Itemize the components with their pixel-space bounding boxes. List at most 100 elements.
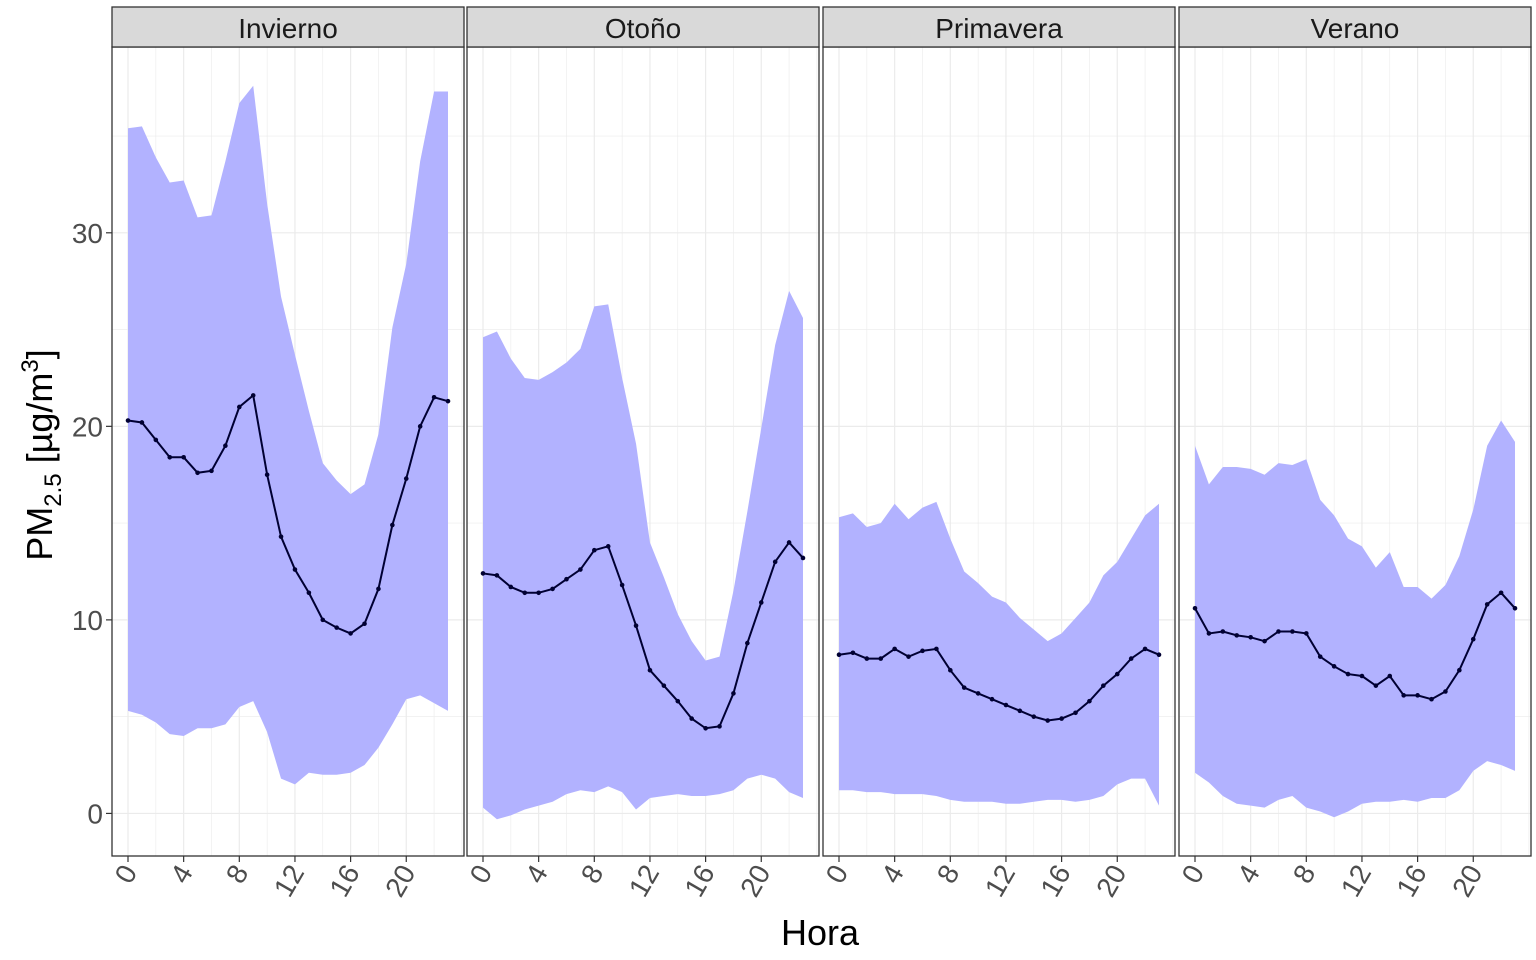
- mean-point: [578, 567, 583, 572]
- mean-point: [906, 654, 911, 659]
- confidence-band: [128, 85, 448, 785]
- panel-verano: Verano: [1178, 6, 1532, 857]
- mean-point: [1142, 646, 1148, 652]
- panel-invierno: Invierno: [111, 6, 465, 857]
- mean-point: [445, 398, 451, 404]
- mean-point: [334, 625, 339, 630]
- y-axis-title-subscript: 2.5: [40, 473, 67, 506]
- strip-oto-o: [466, 6, 820, 48]
- mean-point: [758, 600, 764, 605]
- mean-point: [989, 696, 995, 702]
- mean-point: [1206, 631, 1212, 636]
- mean-point: [306, 590, 312, 596]
- mean-point: [1317, 654, 1323, 659]
- confidence-band: [483, 290, 803, 820]
- panel-plot-area: [112, 47, 464, 856]
- mean-point: [550, 586, 555, 592]
- mean-point: [181, 455, 186, 460]
- mean-point: [237, 404, 242, 410]
- mean-point: [1484, 602, 1490, 607]
- y-tick-label: 20: [72, 411, 103, 442]
- mean-point: [1304, 631, 1309, 636]
- mean-point: [717, 724, 722, 729]
- mean-point: [836, 652, 842, 658]
- mean-point: [745, 640, 750, 646]
- strip-invierno: [111, 6, 465, 48]
- mean-point: [1003, 702, 1009, 708]
- mean-point: [1073, 710, 1078, 716]
- mean-point: [1031, 714, 1037, 719]
- mean-point: [647, 667, 653, 673]
- mean-point: [153, 437, 159, 443]
- y-axis: 0 10 20 30: [72, 218, 112, 829]
- mean-point: [1512, 605, 1518, 611]
- mean-point: [920, 648, 925, 654]
- y-tick-label: 10: [72, 605, 103, 636]
- mean-point: [1331, 664, 1337, 669]
- y-axis-title-main: PM: [19, 507, 60, 561]
- mean-point: [1114, 671, 1120, 677]
- mean-point: [522, 590, 528, 596]
- y-axis-title: PM2.5 [µg/m3]: [17, 349, 67, 561]
- mean-point: [292, 567, 298, 572]
- confidence-band: [1195, 420, 1515, 818]
- mean-point: [390, 522, 395, 528]
- panel-primavera: Primavera: [822, 6, 1176, 857]
- mean-point: [878, 656, 884, 661]
- mean-line: [482, 540, 804, 730]
- mean-point: [403, 476, 409, 481]
- mean-point: [675, 698, 681, 704]
- mean-point: [661, 683, 667, 688]
- mean-point: [1276, 629, 1281, 634]
- mean-point: [1087, 698, 1092, 704]
- strip-label-oto-o: Otoño: [605, 13, 681, 44]
- mean-point: [1359, 673, 1365, 679]
- confidence-band: [839, 501, 1159, 806]
- mean-point: [1156, 652, 1162, 658]
- mean-point: [1498, 590, 1504, 596]
- mean-point: [348, 631, 353, 636]
- y-axis-title-unit-close: ]: [19, 349, 60, 359]
- mean-point: [320, 617, 326, 623]
- mean-point: [264, 472, 270, 478]
- mean-point: [633, 623, 639, 628]
- mean-point: [961, 685, 967, 690]
- y-tick-label: 30: [72, 218, 103, 249]
- mean-point: [195, 470, 200, 476]
- panel-plot-area: [823, 47, 1175, 856]
- mean-point: [564, 576, 569, 582]
- mean-point: [1017, 708, 1023, 714]
- mean-point: [223, 443, 228, 448]
- x-axis-title: Hora: [781, 912, 860, 953]
- mean-point: [362, 621, 367, 627]
- mean-point: [975, 691, 981, 696]
- panels-group: Invierno Otoño Primavera Verano: [111, 6, 1532, 857]
- panel-oto-o: Otoño: [466, 6, 820, 857]
- mean-point: [1290, 629, 1295, 634]
- mean-point: [1345, 671, 1351, 677]
- mean-point: [1373, 683, 1379, 688]
- mean-point: [1443, 689, 1448, 694]
- mean-point: [1429, 696, 1434, 702]
- strip-label-invierno: Invierno: [238, 13, 338, 44]
- mean-point: [1387, 673, 1393, 679]
- mean-point: [494, 573, 500, 578]
- mean-point: [1192, 605, 1198, 611]
- mean-line: [838, 647, 1160, 722]
- mean-point: [731, 691, 736, 696]
- mean-point: [431, 395, 437, 400]
- mean-point: [892, 646, 897, 652]
- mean-point: [376, 586, 381, 592]
- mean-point: [1248, 634, 1253, 640]
- panel-plot-area: [467, 47, 819, 856]
- mean-point: [619, 582, 625, 588]
- mean-point: [850, 650, 856, 656]
- mean-point: [689, 716, 694, 721]
- mean-point: [1234, 633, 1240, 638]
- mean-point: [125, 418, 131, 423]
- mean-point: [536, 590, 541, 596]
- y-axis-title-superscript: 3: [17, 359, 44, 372]
- mean-point: [508, 584, 514, 590]
- y-tick-label: 0: [87, 798, 103, 829]
